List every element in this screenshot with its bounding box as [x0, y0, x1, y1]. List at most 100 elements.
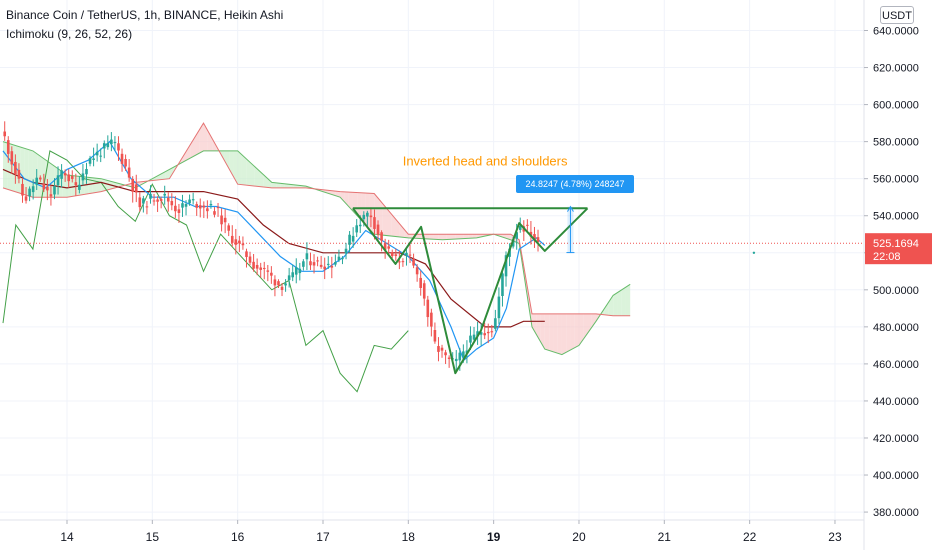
- price-tick-label: 580.0000: [873, 137, 919, 149]
- price-tick-label: 640.0000: [873, 26, 919, 38]
- cloud-segment: [37, 153, 42, 198]
- candle-body: [166, 197, 170, 202]
- cloud-segment: [340, 191, 345, 202]
- candle-body: [213, 211, 216, 215]
- cloud-segment: [579, 313, 584, 346]
- lagging-span: [2, 150, 409, 393]
- current-price-label: 525.1694: [873, 238, 919, 250]
- cloud-segment: [241, 154, 247, 186]
- candle-body: [198, 205, 202, 209]
- cloud-segment: [561, 313, 567, 355]
- candle-body: [131, 178, 135, 192]
- cloud-segment: [617, 289, 622, 316]
- candle-body: [92, 158, 95, 160]
- candle-body: [337, 256, 341, 261]
- measure-label: 24.8247 (4.78%) 248247: [525, 179, 624, 189]
- candle-body: [454, 358, 458, 362]
- candle-body: [149, 193, 152, 199]
- candle-body: [287, 275, 291, 281]
- candle-body: [209, 203, 213, 206]
- candle-body: [355, 225, 358, 233]
- price-axis[interactable]: 640.0000 620.0000 600.0000 580.0000 560.0000…: [863, 0, 919, 550]
- cloud-segment: [433, 234, 439, 240]
- candle-body: [298, 268, 302, 274]
- candle-body: [316, 260, 319, 262]
- candle-body: [280, 286, 284, 290]
- price-tick-label: 460.0000: [873, 359, 919, 371]
- indicator-legend[interactable]: Ichimoku (9, 26, 52, 26): [6, 27, 133, 41]
- cloud-segment: [246, 158, 251, 186]
- candle-body: [422, 283, 426, 299]
- cloud-segment: [3, 141, 8, 190]
- candle-body: [533, 234, 536, 241]
- cloud-segment: [583, 313, 588, 340]
- candle-body: [117, 143, 120, 151]
- candle-body: [88, 158, 92, 164]
- candle-body: [437, 346, 440, 352]
- candle-body: [252, 261, 255, 269]
- candle-body: [195, 204, 199, 208]
- candle-body: [188, 199, 191, 204]
- cloud-segment: [459, 234, 464, 239]
- candle-body: [227, 225, 231, 231]
- candle-body: [120, 153, 124, 164]
- cloud-segment: [156, 174, 161, 181]
- cloud-segment: [62, 172, 67, 198]
- currency-button[interactable]: USDT: [880, 6, 914, 24]
- cloud-segment: [24, 148, 29, 196]
- measure-label-bg: [516, 175, 634, 193]
- candle-body: [74, 182, 78, 186]
- candle-body: [142, 198, 145, 204]
- candle-body: [536, 237, 540, 243]
- price-tick-label: 400.0000: [873, 470, 919, 482]
- cloud-segment: [92, 177, 97, 193]
- candle-body: [31, 186, 35, 193]
- candle-body: [245, 251, 248, 258]
- candle-body: [174, 205, 177, 212]
- price-tick-label: 500.0000: [873, 285, 919, 297]
- cloud-segment: [540, 313, 545, 350]
- measure-label-tag[interactable]: 24.8247 (4.78%) 248247: [516, 175, 634, 193]
- cloud-segment: [96, 178, 102, 193]
- candle-body: [49, 194, 53, 197]
- candle-body: [163, 193, 167, 196]
- candle-body: [294, 267, 298, 275]
- candle-body: [206, 208, 209, 212]
- cloud-segment: [203, 123, 208, 151]
- candle-body: [309, 261, 312, 266]
- cloud-segment: [182, 150, 187, 163]
- candle-body: [21, 183, 24, 196]
- pattern-annotation[interactable]: Inverted head and shoulders: [403, 154, 568, 169]
- cloud-segment: [468, 234, 473, 239]
- candle-body: [238, 240, 241, 244]
- candles[interactable]: [3, 121, 540, 372]
- price-tick-label: 480.0000: [873, 322, 919, 334]
- time-axis[interactable]: 14 15 16 17 18 19 20 21 22 23: [0, 519, 864, 544]
- candle-body: [515, 232, 518, 239]
- candle-body: [444, 352, 447, 356]
- symbol-title[interactable]: Binance Coin / TetherUS, 1h, BINANCE, He…: [6, 8, 284, 22]
- candle-body: [85, 168, 88, 175]
- candle-body: [99, 155, 103, 157]
- current-price-bg: [865, 233, 932, 265]
- candle-body: [106, 143, 110, 148]
- time-tick-label: 16: [231, 530, 245, 544]
- candle-body: [472, 334, 476, 340]
- candle-body: [177, 209, 181, 213]
- candle-body: [273, 279, 277, 286]
- cloud-segment: [570, 313, 575, 350]
- drawing-tools[interactable]: [352, 205, 589, 375]
- cloud-segment: [259, 170, 264, 187]
- candle-body: [344, 248, 348, 254]
- plot-area[interactable]: [0, 121, 864, 393]
- candle-body: [447, 357, 451, 359]
- candle-body: [14, 161, 17, 175]
- candle-body: [266, 270, 270, 272]
- candle-body: [330, 265, 334, 268]
- candle-body: [419, 277, 422, 288]
- candle-body: [70, 175, 74, 179]
- candle-body: [462, 351, 465, 357]
- measure-arrow: [567, 205, 574, 212]
